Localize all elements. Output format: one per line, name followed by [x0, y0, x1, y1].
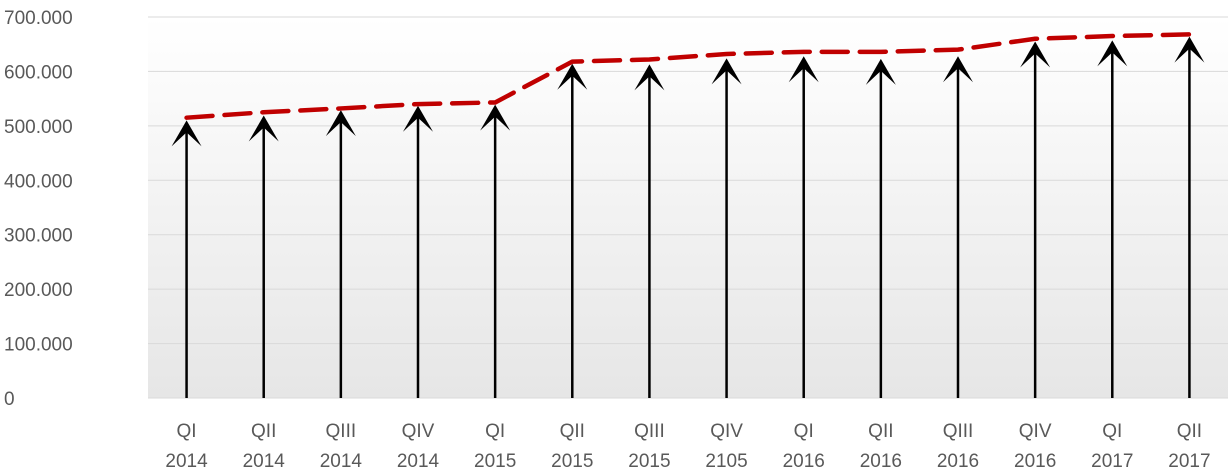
x-tick-year-label: 2016: [1014, 451, 1056, 472]
x-tick-quarter-label: QII: [560, 421, 585, 442]
arrow: [557, 63, 588, 398]
x-tick-year-label: 2017: [1091, 451, 1133, 472]
x-tick-year-label: 2016: [860, 451, 902, 472]
y-tick-label: 200.000: [4, 280, 73, 301]
arrow: [943, 56, 973, 398]
x-tick-year-label: 2014: [165, 451, 208, 472]
x-tick-year-label: 2014: [320, 451, 363, 472]
y-tick-label: 700.000: [4, 8, 73, 29]
y-axis-ticks: 0 100.000 200.000 300.000 400.000 500.000 600.…: [4, 8, 73, 410]
gridlines: [148, 16, 1228, 399]
x-tick-year-label: 2016: [783, 451, 825, 472]
arrow: [1097, 40, 1128, 398]
arrow: [634, 64, 665, 398]
x-tick-quarter-label: QI: [1102, 421, 1122, 442]
x-tick-quarter-label: QII: [251, 421, 276, 442]
x-tick-year-label: 2015: [474, 451, 516, 472]
arrow: [248, 115, 279, 398]
arrow: [1020, 41, 1051, 398]
arrow-head: [865, 58, 896, 85]
arrow: [171, 120, 202, 398]
arrow-head: [480, 104, 511, 131]
arrow: [480, 104, 511, 398]
x-tick-quarter-label: QIII: [943, 421, 974, 442]
arrow-head: [325, 110, 356, 137]
x-tick-quarter-label: QIV: [402, 421, 435, 442]
arrow-head: [171, 120, 202, 147]
arrow: [711, 58, 742, 398]
x-axis-ticks: QI 2014 QII 2014 QIII 2014 QIV 2014 QI 2015 QII 201…: [165, 421, 1210, 472]
x-tick-year-label: 2017: [1168, 451, 1210, 472]
y-tick-label: 500.000: [4, 117, 73, 138]
y-tick-label: 400.000: [4, 171, 73, 192]
x-tick-quarter-label: QIII: [634, 421, 665, 442]
x-tick-year-label: 2016: [937, 451, 979, 472]
arrow: [403, 105, 433, 398]
x-tick-quarter-label: QIII: [326, 421, 357, 442]
y-tick-label: 100.000: [4, 335, 73, 356]
y-tick-label: 600.000: [4, 62, 73, 83]
x-tick-quarter-label: QI: [485, 421, 505, 442]
arrow: [1174, 36, 1205, 398]
series-line: [184, 32, 1192, 120]
arrow-head: [1097, 40, 1128, 67]
y-tick-label: 300.000: [4, 226, 73, 247]
arrow-head: [634, 64, 665, 91]
arrow-head: [943, 56, 973, 83]
x-tick-quarter-label: QIV: [1019, 421, 1052, 442]
y-tick-label: 0: [4, 389, 15, 410]
arrow: [788, 56, 819, 398]
x-tick-year-label: 2014: [397, 451, 440, 472]
plot-background: [148, 17, 1228, 398]
arrow-head: [1020, 41, 1051, 68]
arrow: [865, 58, 896, 398]
series-dashed-line: [184, 32, 1192, 120]
arrow-head: [248, 115, 279, 142]
arrow-head: [1174, 36, 1205, 63]
arrow-head: [788, 56, 819, 83]
x-tick-year-label: 2105: [705, 451, 747, 472]
x-tick-year-label: 2014: [243, 451, 286, 472]
x-tick-year-label: 2015: [628, 451, 670, 472]
arrow-head: [711, 58, 742, 85]
x-tick-quarter-label: QIV: [710, 421, 743, 442]
x-tick-quarter-label: QII: [868, 421, 893, 442]
arrows: [171, 36, 1205, 398]
x-tick-quarter-label: QII: [1177, 421, 1202, 442]
x-tick-year-label: 2015: [551, 451, 593, 472]
x-tick-quarter-label: QI: [794, 421, 814, 442]
x-tick-quarter-label: QI: [177, 421, 197, 442]
arrow-head: [403, 105, 433, 132]
arrow: [325, 110, 356, 398]
arrow-head: [557, 63, 588, 90]
